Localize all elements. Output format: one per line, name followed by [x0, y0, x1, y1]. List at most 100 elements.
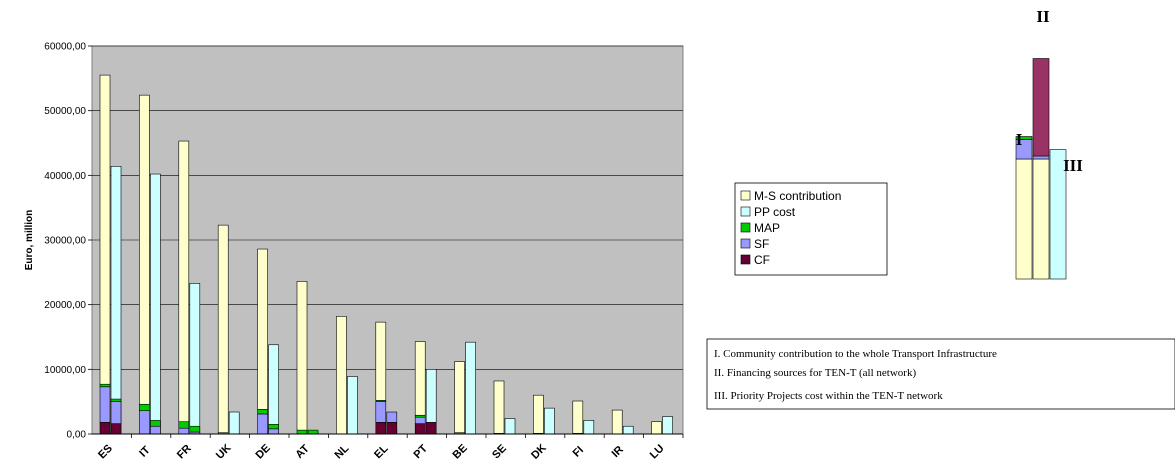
x-tick-label: ES — [96, 442, 115, 461]
notes-frame — [706, 338, 1175, 410]
x-tick-label: BE — [451, 442, 470, 461]
legend-label: MAP — [754, 221, 780, 235]
x-tick-label: UK — [214, 442, 234, 462]
y-axis: 0,00 10000,00 20000,00 30000,00 40000,00 5000… — [44, 42, 92, 441]
legend-label: PP cost — [754, 205, 796, 219]
y-tick-label: 20000,00 — [44, 300, 86, 311]
legend-label: SF — [754, 237, 769, 251]
inset-bar-ii-m-s-contribution — [1032, 158, 1050, 280]
x-axis: ES IT FR UK DE AT NL EL PT BE SE DK FI IR LU — [92, 433, 684, 462]
x-tick-label: FI — [571, 444, 586, 459]
bar-cf-ES — [99, 422, 111, 435]
bar2-sf-EL — [386, 411, 398, 423]
bar2-cf-EL — [386, 422, 398, 435]
x-tick-label: DE — [254, 442, 273, 461]
x-tick-label: LU — [648, 442, 667, 461]
bar-pp-cost-FR — [189, 283, 201, 435]
legend-box — [734, 182, 888, 276]
bar-pp-cost-IT — [150, 173, 161, 435]
x-tick-label: NL — [333, 442, 352, 461]
bar2-cf-ES — [110, 423, 122, 435]
y-axis-label: Euro, million — [24, 210, 35, 271]
bar-pp-cost-BE — [465, 341, 476, 435]
x-tick-label: PT — [412, 442, 431, 461]
bar2-map-AT — [307, 429, 319, 435]
x-tick-label: IR — [610, 444, 626, 460]
bar-pp-cost-IR — [622, 425, 634, 435]
inset-bar-iii-pp-cost — [1049, 149, 1067, 280]
x-tick-label: SE — [490, 442, 509, 461]
bar-sf-IT — [139, 410, 150, 435]
bar-sf-ES — [99, 386, 111, 423]
legend-swatch — [740, 206, 751, 217]
legend-label: M-S contribution — [754, 189, 841, 203]
inset-bar-i-m-s-contribution — [1015, 158, 1033, 280]
bar-m-s-contribution-IR — [611, 409, 623, 435]
bar-pp-cost-LU — [662, 416, 673, 435]
bar-m-s-contribution-LU — [651, 421, 662, 435]
bar-m-s-contribution-IT — [139, 94, 150, 405]
note-2: II. Financing sources for TEN-T (all net… — [714, 367, 916, 379]
y-tick-label: 0,00 — [67, 430, 87, 441]
inset-label-3: III — [1063, 156, 1083, 175]
note-3: III. Priority Projects cost within the T… — [714, 390, 943, 402]
bar-map-FR — [178, 421, 190, 429]
legend-swatch — [740, 238, 751, 249]
bar2-sf-IT — [150, 425, 161, 435]
bar-m-s-contribution-PT — [414, 341, 426, 416]
bar-pp-cost-FI — [583, 420, 595, 435]
note-1: I. Community contribution to the whole T… — [714, 348, 997, 360]
bar-m-s-contribution-DE — [257, 248, 268, 410]
bars — [99, 74, 673, 435]
bar-cf-EL — [375, 422, 387, 435]
bar-pp-cost-NL — [347, 376, 358, 435]
inset-label-1: I — [1016, 130, 1023, 149]
bar-map-DE — [257, 409, 268, 415]
bar-m-s-contribution-EL — [375, 321, 387, 401]
bar-pp-cost-SE — [504, 418, 516, 435]
x-tick-label: FR — [175, 442, 194, 461]
bar-m-s-contribution-NL — [336, 316, 347, 435]
bar2-cf-PT — [425, 422, 437, 435]
y-tick-label: 30000,00 — [44, 236, 86, 247]
legend-swatch — [740, 222, 751, 233]
bar2-sf-DE — [268, 428, 279, 435]
bar-m-s-contribution-SE — [493, 380, 505, 434]
bar-m-s-contribution-FR — [178, 140, 190, 423]
bar-map-AT — [296, 429, 308, 435]
y-tick-label: 50000,00 — [44, 106, 86, 117]
legend-swatch — [740, 254, 751, 265]
inset-bar-ii-sf — [1032, 155, 1050, 160]
bar-sf-FR — [178, 427, 190, 435]
bar-cf-PT — [414, 423, 426, 435]
x-tick-label: AT — [293, 443, 311, 461]
bar-m-s-contribution-UK — [217, 224, 229, 434]
bar2-sf-ES — [110, 401, 122, 424]
bar-map-IT — [139, 403, 150, 412]
bar-pp-cost-ES — [110, 165, 122, 435]
inset-bar-i-map — [1015, 136, 1033, 140]
bar-pp-cost-DK — [544, 407, 555, 435]
legend-swatch — [740, 190, 751, 201]
bar-m-s-contribution-BE — [454, 361, 465, 434]
inset-bar-ii-cf — [1032, 58, 1050, 157]
bar2-map-IT — [150, 420, 161, 427]
bar-m-s-contribution-ES — [99, 74, 111, 385]
x-tick-label: IT — [137, 444, 153, 460]
bar-sf-EL — [375, 401, 387, 423]
x-tick-label: DK — [529, 442, 549, 462]
bar-pp-cost-UK — [228, 411, 240, 435]
y-tick-label: 60000,00 — [44, 42, 86, 53]
legend: M-S contribution PP cost MAP SF CF — [734, 182, 888, 276]
bar-m-s-contribution-FI — [572, 400, 584, 434]
bar2-map-ES — [110, 398, 122, 402]
bar-sf-DE — [257, 413, 268, 435]
bar-m-s-contribution-AT — [296, 281, 308, 431]
y-tick-label: 10000,00 — [44, 365, 86, 376]
bar-sf-PT — [414, 416, 426, 424]
bar2-map-FR — [189, 425, 201, 433]
bar-map-ES — [99, 383, 111, 388]
y-tick-label: 40000,00 — [44, 171, 86, 182]
